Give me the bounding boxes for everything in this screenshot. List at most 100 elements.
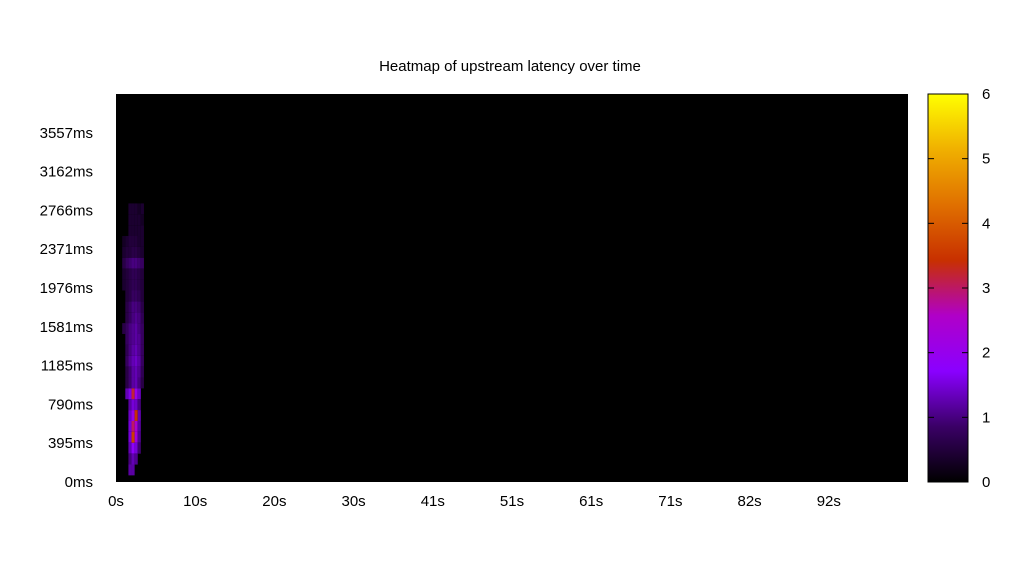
heatmap-cell xyxy=(128,279,132,291)
heatmap-cell xyxy=(137,399,141,411)
heatmap-cell xyxy=(134,453,138,465)
x-tick-label: 10s xyxy=(183,493,207,510)
heatmap-cell xyxy=(128,290,132,302)
heatmap-cell xyxy=(128,203,132,215)
heatmap-cell xyxy=(125,246,129,258)
heatmap-cell xyxy=(122,246,126,258)
heatmap-cell xyxy=(140,279,144,291)
heatmap-cell xyxy=(128,420,132,432)
heatmap-cell xyxy=(134,366,138,378)
heatmap-cell xyxy=(134,236,138,247)
colorbar-tick-label: 2 xyxy=(982,345,990,362)
heatmap-cell xyxy=(134,214,138,226)
heatmap-cell xyxy=(128,268,132,280)
heatmap-cell xyxy=(128,323,132,334)
heatmap-cell xyxy=(134,290,138,302)
heatmap-cell xyxy=(125,344,129,356)
heatmap-cell xyxy=(131,410,135,421)
heatmap-cell xyxy=(134,246,138,258)
heatmap-cell xyxy=(140,290,144,302)
heatmap-cell xyxy=(122,323,126,334)
heatmap-cell xyxy=(122,257,126,269)
y-tick-label: 790ms xyxy=(48,396,93,413)
heatmap-cell xyxy=(140,323,144,334)
heatmap-cell xyxy=(134,420,138,432)
heatmap-cell xyxy=(140,333,144,345)
heatmap-cell xyxy=(131,323,135,334)
heatmap-cell xyxy=(131,203,135,215)
heatmap-cell xyxy=(128,377,132,389)
plot-area xyxy=(116,94,908,482)
heatmap-cell xyxy=(140,225,144,237)
heatmap-cell xyxy=(131,279,135,291)
heatmap-cell xyxy=(140,301,144,313)
heatmap-cell xyxy=(137,355,141,367)
chart-title: Heatmap of upstream latency over time xyxy=(379,58,641,75)
y-tick-label: 0ms xyxy=(65,474,93,491)
heatmap-cell xyxy=(128,225,132,237)
heatmap-cell xyxy=(128,312,132,324)
heatmap-cell xyxy=(134,257,138,269)
heatmap-cell xyxy=(122,279,126,291)
heatmap-cell xyxy=(134,312,138,324)
heatmap-cell xyxy=(128,399,132,411)
heatmap-cell xyxy=(134,323,138,334)
heatmap-cell xyxy=(137,377,141,389)
heatmap-cell xyxy=(125,257,129,269)
heatmap-cell xyxy=(125,268,129,280)
heatmap-cell xyxy=(131,268,135,280)
heatmap-cell xyxy=(137,268,141,280)
colorbar-tick-label: 3 xyxy=(982,280,990,297)
heatmap-cell xyxy=(131,377,135,389)
x-tick-label: 71s xyxy=(658,493,682,510)
heatmap-cell xyxy=(134,333,138,345)
heatmap-cell xyxy=(137,366,141,378)
heatmap-cell xyxy=(131,420,135,432)
heatmap-cell xyxy=(131,333,135,345)
heatmap-cell xyxy=(137,301,141,313)
heatmap-cell xyxy=(131,214,135,226)
heatmap-cell xyxy=(128,236,132,247)
heatmap-cell xyxy=(137,442,141,454)
heatmap-cell xyxy=(125,323,129,334)
y-tick-label: 3162ms xyxy=(40,164,93,181)
heatmap-cell xyxy=(134,377,138,389)
heatmap-cell xyxy=(128,333,132,345)
heatmap-cell xyxy=(137,323,141,334)
heatmap-cell xyxy=(128,388,132,400)
x-tick-label: 30s xyxy=(342,493,366,510)
heatmap-cell xyxy=(122,268,126,280)
heatmap-cell xyxy=(137,257,141,269)
y-tick-label: 395ms xyxy=(48,435,93,452)
heatmap-cell xyxy=(128,366,132,378)
x-tick-label: 20s xyxy=(262,493,286,510)
heatmap-cell xyxy=(140,312,144,324)
y-axis-tick-labels: 0ms 395ms 790ms 1185ms 1581ms 1976ms 2371ms 276… xyxy=(40,125,93,491)
heatmap-cell xyxy=(137,333,141,345)
colorbar-tick-label: 1 xyxy=(982,409,990,426)
heatmap-cell xyxy=(131,442,135,454)
heatmap-cell xyxy=(137,214,141,226)
heatmap-cell xyxy=(134,344,138,356)
heatmap-cell xyxy=(125,355,129,367)
heatmap-cell xyxy=(131,453,135,465)
heatmap-cell xyxy=(137,279,141,291)
heatmap-cell xyxy=(137,410,141,421)
heatmap-cell xyxy=(128,344,132,356)
heatmap-cell xyxy=(140,344,144,356)
heatmap-cell xyxy=(137,236,141,247)
heatmap-cell xyxy=(131,312,135,324)
heatmap-cell xyxy=(140,203,144,215)
colorbar-tick-label: 5 xyxy=(982,151,990,168)
heatmap-cell xyxy=(137,388,141,400)
heatmap-cell xyxy=(131,399,135,411)
x-tick-label: 92s xyxy=(817,493,841,510)
heatmap-cell xyxy=(134,279,138,291)
heatmap-cell xyxy=(134,410,138,421)
y-tick-label: 2371ms xyxy=(40,241,93,258)
heatmap-cell xyxy=(125,290,129,302)
heatmap-cell xyxy=(128,410,132,421)
heatmap-cell xyxy=(140,257,144,269)
heatmap-cell xyxy=(131,301,135,313)
